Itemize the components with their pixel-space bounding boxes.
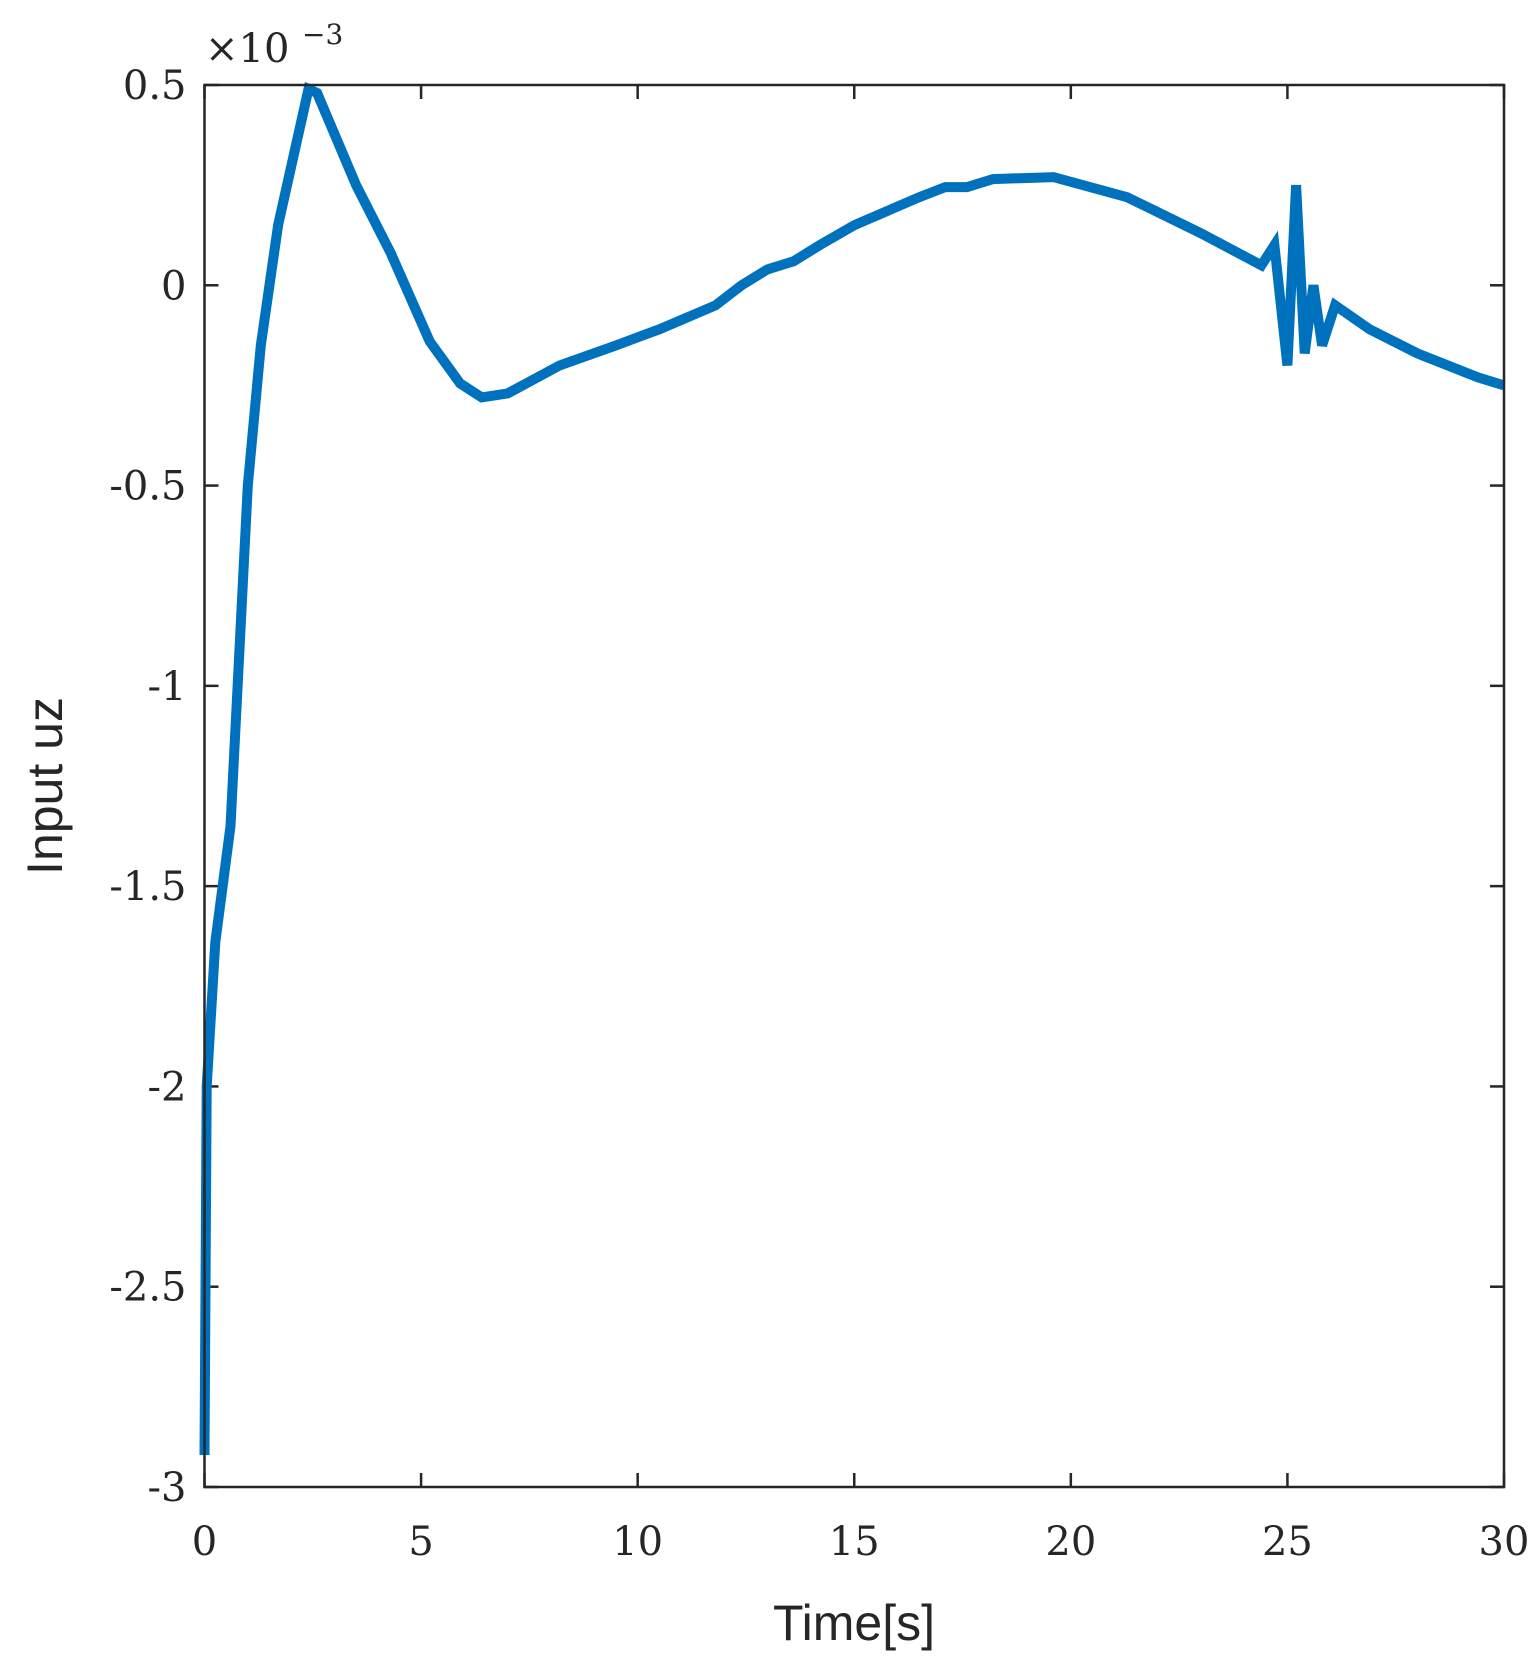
x-tick-label: 5 [408,1519,433,1565]
x-tick-label: 10 [612,1519,663,1565]
x-tick-label: 20 [1045,1519,1096,1565]
y-tick-label: 0 [161,263,186,309]
y-scale-exponent: −3 [302,18,343,51]
x-tick-label: 30 [1479,1519,1530,1565]
y-axis-label: Input uz [17,697,73,875]
data-line [199,81,1506,1456]
y-tick-label: -2.5 [109,1265,186,1311]
y-tick-label: -1.5 [109,864,186,910]
y-tick-label: -2 [148,1064,187,1110]
axes-box [203,83,1506,1489]
y-tick-label: 0.5 [123,63,187,109]
x-tick-label: 15 [829,1519,880,1565]
y-scale-base: ×10 [205,26,289,72]
y-tick-label: -0.5 [109,464,186,510]
x-tick-label: 25 [1262,1519,1313,1565]
y-tick-label: -1 [148,664,187,710]
x-axis-label: Time[s] [773,1595,935,1651]
x-tick-label: 0 [192,1519,217,1565]
y-tick-label: -3 [148,1465,187,1511]
